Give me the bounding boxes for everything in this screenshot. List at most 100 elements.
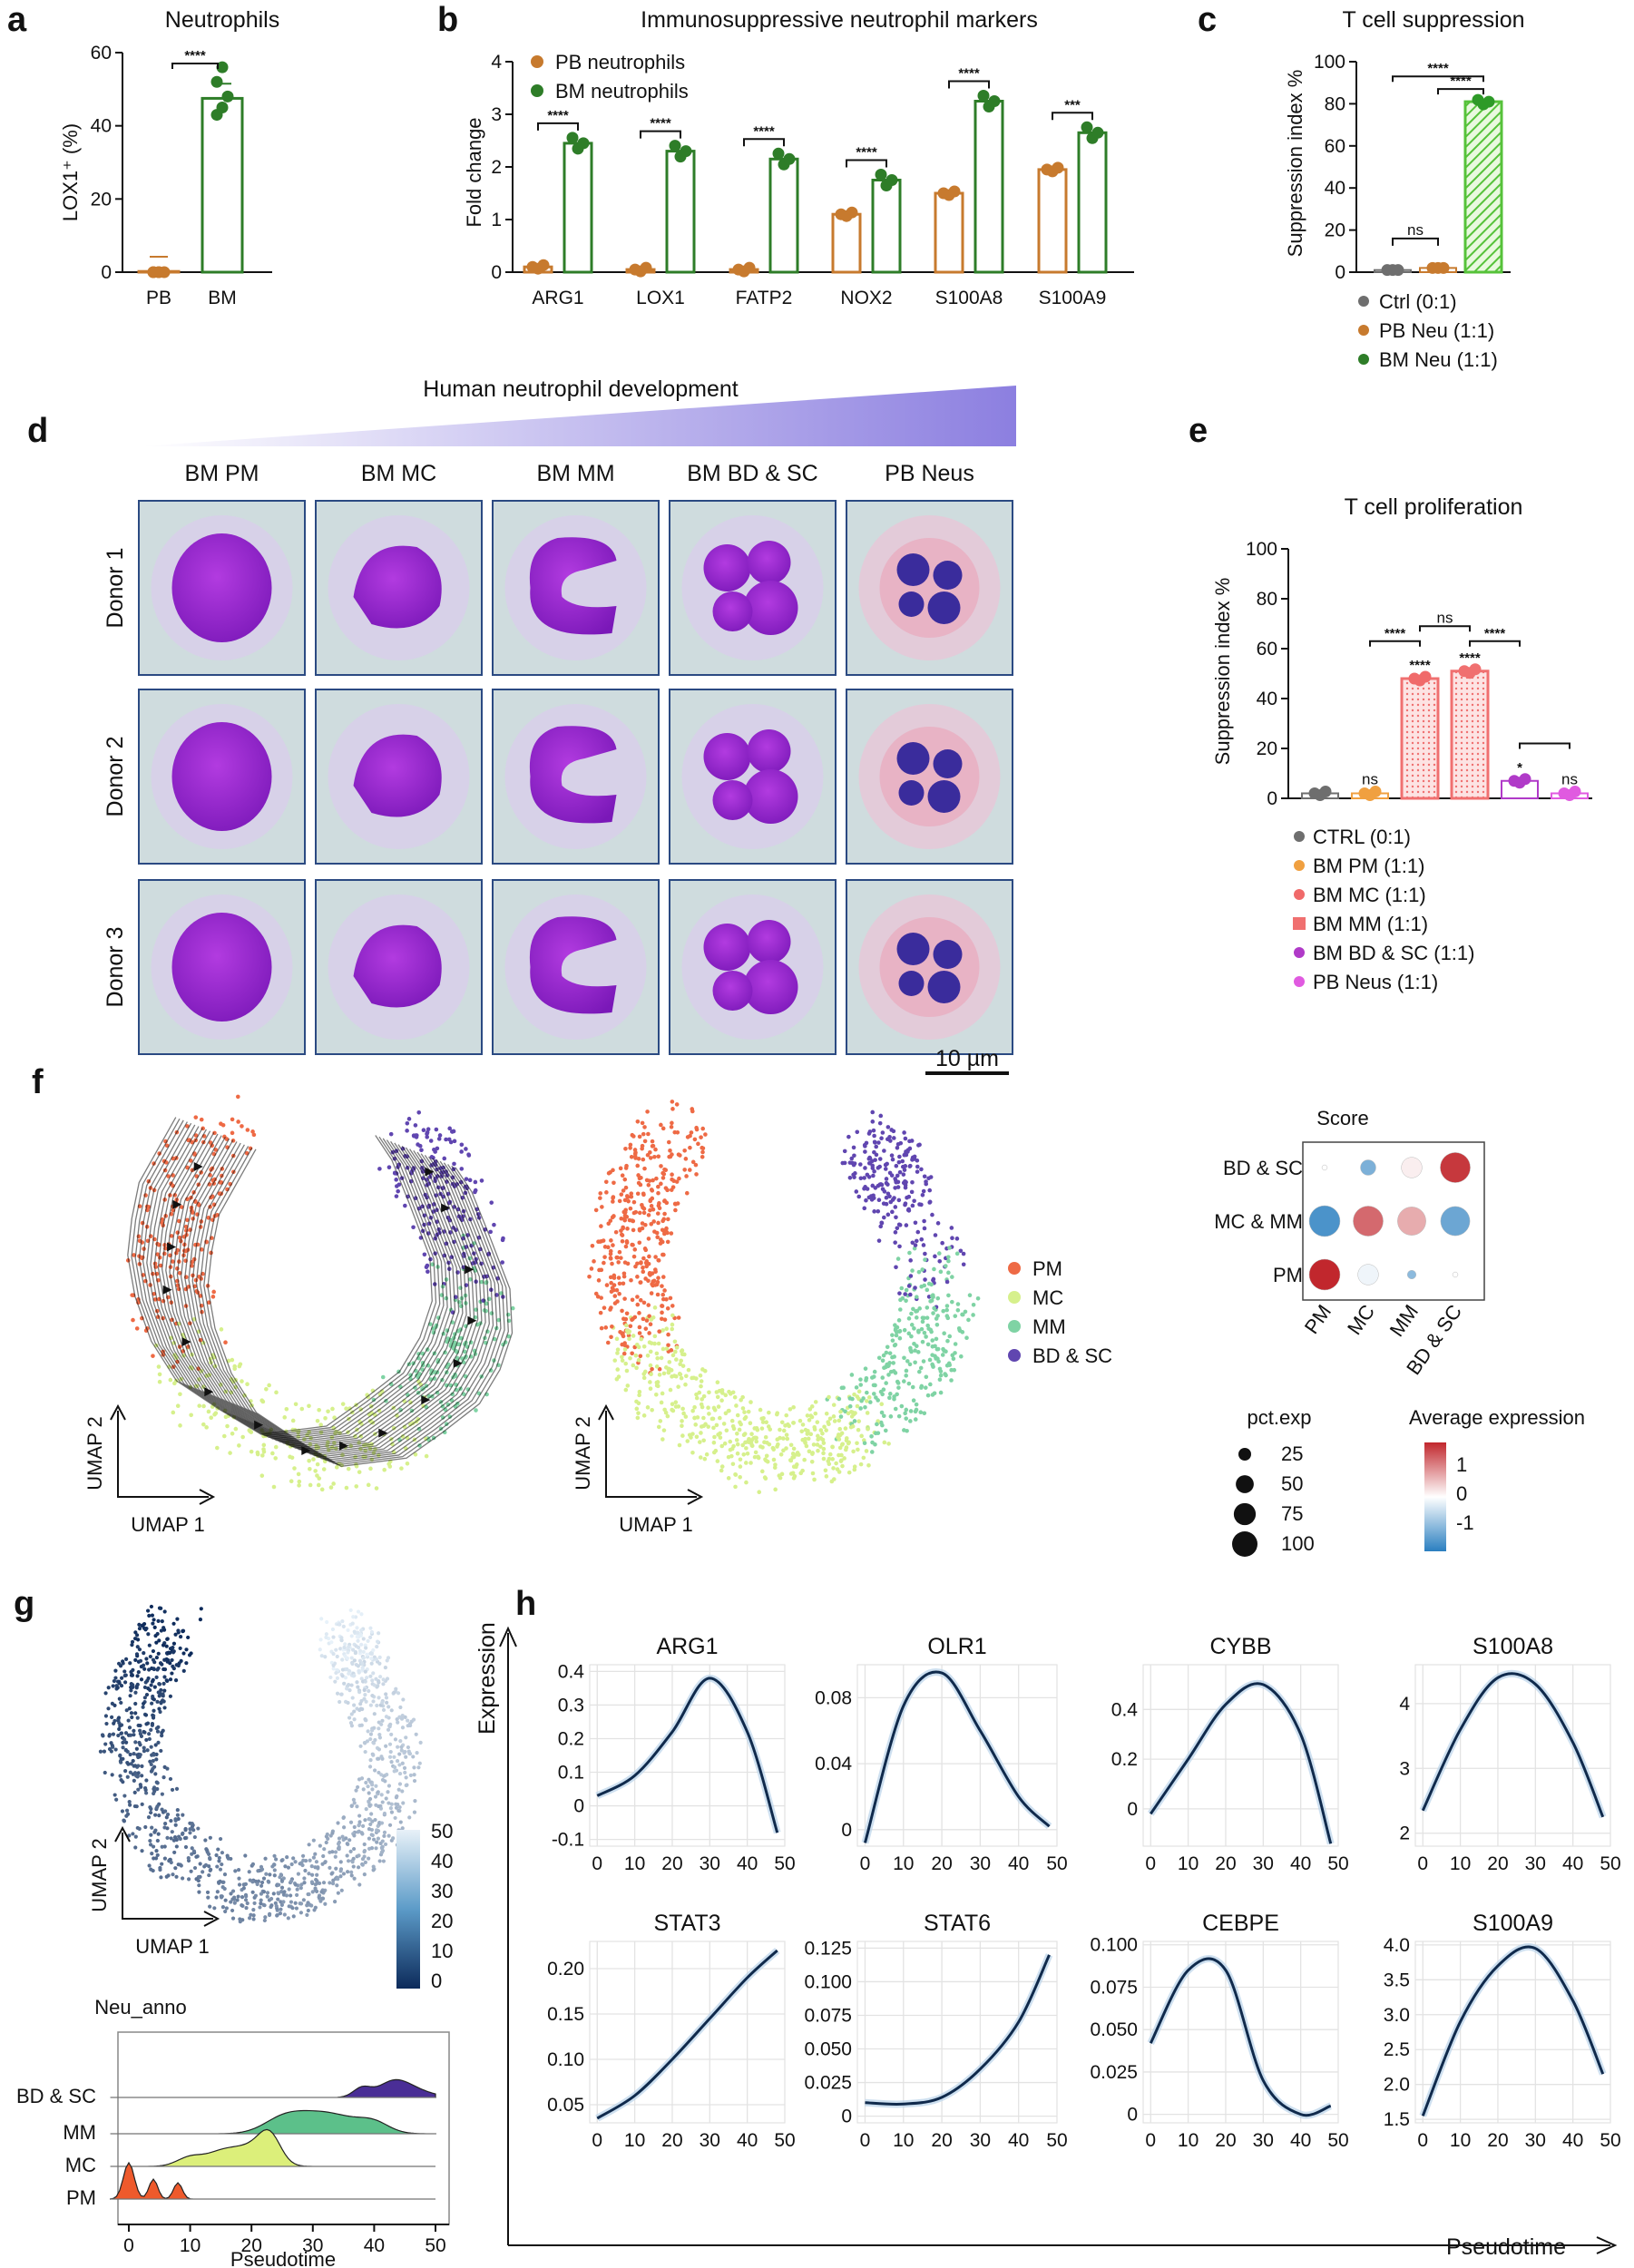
umap-cluster-cell xyxy=(669,1231,674,1236)
umap-cluster-cell xyxy=(622,1209,628,1215)
umap-cluster-cell xyxy=(684,1374,689,1379)
umap-cluster-cell xyxy=(653,1147,658,1152)
umap-pseudotime-cell xyxy=(388,1806,393,1811)
panel-b-xtick-label: S100A9 xyxy=(1039,288,1107,308)
umap-pseudotime-cell xyxy=(138,1658,143,1663)
umap-velocity-cell xyxy=(230,1431,235,1436)
umap-pseudotime-cell xyxy=(377,1756,381,1761)
umap-cluster-cell xyxy=(839,1458,844,1463)
panel-b-sig-label: **** xyxy=(958,66,980,82)
umap-cluster-cell xyxy=(759,1426,765,1431)
panel-e-dot xyxy=(1319,786,1332,797)
umap-pseudotime-cell xyxy=(134,1804,139,1809)
umap-pseudotime-cell xyxy=(385,1773,389,1777)
panel-b-xtick-label: NOX2 xyxy=(840,288,892,308)
umap-pseudotime-cell xyxy=(197,1890,201,1894)
umap-cluster-cell xyxy=(670,1107,675,1111)
umap-cluster-cell xyxy=(656,1154,661,1159)
umap-pseudotime-cell xyxy=(178,1646,182,1651)
umap-pseudotime-cell xyxy=(386,1790,390,1794)
cell-nucleus xyxy=(529,537,617,635)
umap-pseudotime-cell xyxy=(392,1755,396,1759)
umap-pseudotime-cell xyxy=(356,1830,360,1834)
umap-cluster-cell xyxy=(600,1205,604,1209)
umap-cluster-cell xyxy=(751,1436,756,1441)
umap-velocity-cell xyxy=(424,1265,429,1270)
umap-pseudotime-cell xyxy=(340,1667,346,1672)
umap-pseudotime-cell xyxy=(370,1833,375,1838)
umap-cluster-cell xyxy=(858,1461,864,1467)
umap-pseudotime-cell xyxy=(279,1900,283,1904)
umap-pseudotime-cell xyxy=(282,1890,287,1894)
umap-cluster-cell xyxy=(847,1396,853,1401)
umap-cluster-cell xyxy=(652,1341,657,1346)
panel-a-xtick-label: BM xyxy=(208,288,237,308)
dotplot-col-label: MM xyxy=(1385,1301,1424,1341)
umap-pseudotime-cell xyxy=(139,1734,144,1738)
mini-plot-xtick-label: 10 xyxy=(893,2130,914,2151)
panel-f-umap-right-axes xyxy=(605,1411,697,1498)
umap-cluster-cell xyxy=(719,1398,724,1403)
umap-cluster-cell xyxy=(840,1442,846,1447)
umap-pseudotime-cell xyxy=(393,1737,398,1742)
umap-cluster-cell xyxy=(628,1142,633,1148)
panel-c-sig-label: **** xyxy=(1427,61,1449,76)
umap-pseudotime-cell xyxy=(259,1892,264,1896)
umap-cluster-cell xyxy=(834,1461,838,1466)
panel-b-dot xyxy=(1091,126,1104,139)
umap-cluster-cell xyxy=(879,1220,885,1226)
umap-cluster-cell xyxy=(859,1398,864,1403)
umap-velocity-cell xyxy=(388,1131,394,1137)
umap-pseudotime-cell xyxy=(397,1808,402,1813)
panel-c-ylabel: Suppression index % xyxy=(1284,70,1306,258)
umap-pseudotime-cell xyxy=(346,1628,350,1633)
umap-cluster-cell xyxy=(837,1426,843,1432)
umap-cluster-cell xyxy=(611,1196,615,1200)
umap-pseudotime-cell xyxy=(278,1875,282,1880)
umap-velocity-cell xyxy=(267,1383,271,1388)
umap-cluster-cell xyxy=(932,1391,937,1396)
umap-pseudotime-cell xyxy=(223,1898,228,1902)
panel-b-dot xyxy=(977,90,990,102)
umap-pseudotime-cell xyxy=(109,1749,113,1754)
umap-cluster-cell xyxy=(837,1396,842,1402)
umap-pseudotime-cell xyxy=(342,1681,347,1686)
umap-pseudotime-cell xyxy=(397,1752,402,1756)
umap-pseudotime-cell xyxy=(116,1733,121,1738)
umap-cluster-cell xyxy=(662,1211,667,1217)
umap-pseudotime-cell xyxy=(171,1646,175,1650)
umap-cluster-cell xyxy=(897,1154,902,1159)
umap-pseudotime-cell xyxy=(133,1845,138,1850)
cell-nucleus-lobe xyxy=(898,591,925,617)
umap-velocity-cell xyxy=(297,1479,302,1484)
umap-cluster-cell xyxy=(920,1193,925,1198)
umap-cluster-cell xyxy=(933,1254,937,1259)
umap-cluster-cell xyxy=(949,1378,954,1383)
umap-velocity-cell xyxy=(308,1466,312,1471)
umap-cluster-cell xyxy=(851,1172,856,1178)
umap-pseudotime-cell xyxy=(352,1833,357,1838)
umap-cluster-cell xyxy=(616,1374,621,1379)
umap-pseudotime-cell xyxy=(116,1661,122,1666)
umap-cluster-cell xyxy=(784,1413,789,1418)
umap-cluster-cell xyxy=(909,1334,914,1339)
umap-pseudotime-cell xyxy=(138,1723,142,1728)
umap-pseudotime-cell xyxy=(313,1905,318,1910)
umap-pseudotime-cell xyxy=(374,1657,378,1662)
cell-nucleus xyxy=(353,924,442,1008)
panel-f-umap-left-arrow-up xyxy=(110,1403,126,1421)
umap-cluster-cell xyxy=(884,1177,889,1181)
cell-nucleus-lobe xyxy=(743,769,798,824)
panel-e-bar-sig: ns xyxy=(1362,771,1378,788)
umap-velocity-cell xyxy=(282,1415,288,1420)
umap-pseudotime-cell xyxy=(337,1836,342,1841)
umap-cluster-cell xyxy=(744,1446,749,1451)
umap-pseudotime-cell xyxy=(328,1881,332,1885)
umap-pseudotime-cell xyxy=(113,1793,117,1797)
umap-cluster-cell xyxy=(738,1464,743,1469)
umap-cluster-cell xyxy=(743,1414,749,1420)
panel-b-bar-bm xyxy=(665,150,696,274)
panel-e-legend-marker xyxy=(1294,947,1305,958)
umap-pseudotime-cell xyxy=(360,1857,366,1862)
